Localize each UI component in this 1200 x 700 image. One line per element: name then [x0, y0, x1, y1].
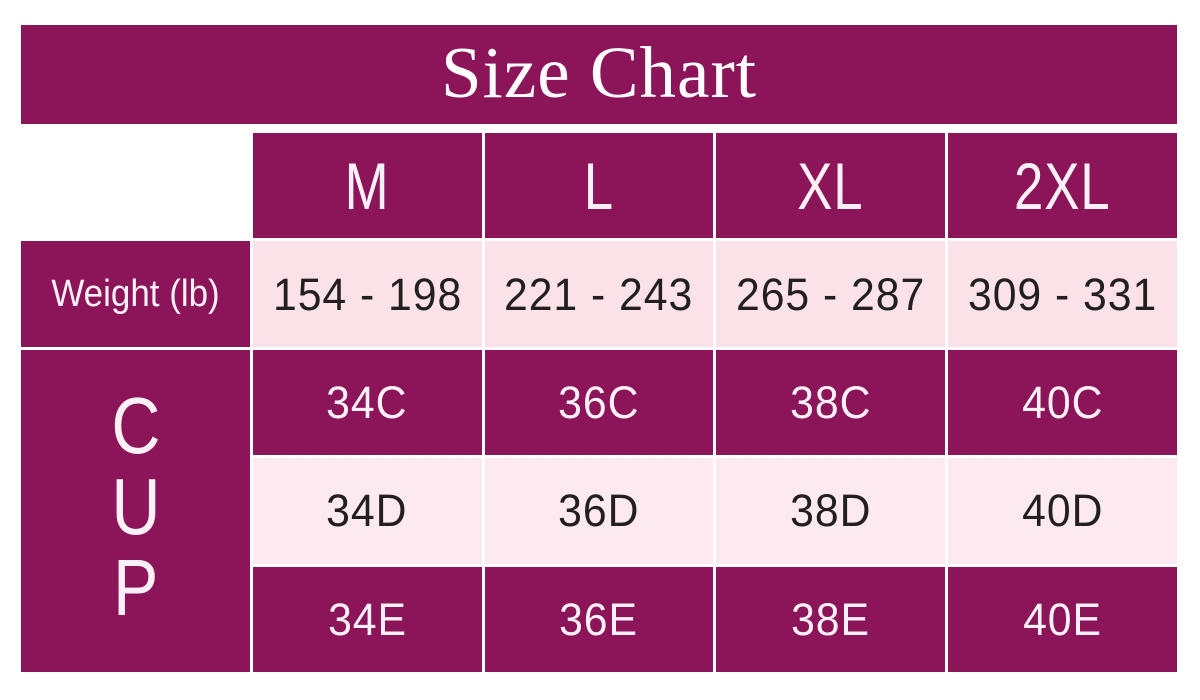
- size-value: 38D: [790, 485, 872, 537]
- size-value: 36E: [559, 593, 639, 645]
- size-cell-34c: 34C: [252, 349, 482, 456]
- size-value: 36C: [558, 376, 640, 428]
- weight-cell-xl: 265 - 287: [716, 241, 946, 347]
- size-cell-36c: 36C: [484, 349, 714, 456]
- size-chart-table: M L XL 2XL Weight (lb) 154 - 198 221 - 2…: [21, 133, 1177, 672]
- size-value: 40D: [1021, 485, 1104, 537]
- weight-row-label: Weight (lb): [51, 273, 220, 316]
- size-cell-34d: 34D: [252, 458, 482, 564]
- size-value: 34D: [326, 485, 408, 537]
- size-cell-40c: 40C: [948, 349, 1177, 456]
- cup-letter-p: P: [112, 543, 159, 633]
- size-cell-36e: 36E: [484, 566, 714, 672]
- weight-value: 154 - 198: [272, 268, 462, 320]
- size-cell-40d: 40D: [948, 458, 1177, 564]
- column-header-label: 2XL: [1014, 148, 1111, 223]
- size-value: 40E: [1023, 593, 1103, 645]
- cup-letter-c: C: [110, 381, 160, 471]
- size-value: 38C: [790, 376, 872, 428]
- corner-cell: [21, 133, 250, 238]
- size-cell-38d: 38D: [716, 458, 946, 564]
- column-header-label: M: [344, 148, 390, 223]
- size-cell-38e: 38E: [716, 566, 946, 672]
- weight-value: 221 - 243: [504, 268, 694, 320]
- weight-row-label-cell: Weight (lb): [21, 241, 250, 347]
- column-header-m: M: [252, 133, 482, 239]
- cup-row-group-label-cell: C U P: [21, 349, 250, 672]
- column-header-label: XL: [797, 148, 864, 223]
- size-value: 36D: [558, 485, 640, 537]
- size-value: 34C: [326, 376, 408, 428]
- size-cell-38c: 38C: [716, 349, 946, 456]
- weight-cell-m: 154 - 198: [252, 241, 482, 347]
- column-header-xl: XL: [716, 133, 946, 239]
- column-header-2xl: 2XL: [948, 133, 1177, 239]
- size-cell-36d: 36D: [484, 458, 714, 564]
- title-banner: Size Chart: [21, 25, 1177, 124]
- weight-cell-l: 221 - 243: [484, 241, 714, 347]
- weight-value: 265 - 287: [736, 268, 926, 320]
- column-header-l: L: [484, 133, 714, 239]
- weight-cell-2xl: 309 - 331: [948, 241, 1177, 347]
- weight-value: 309 - 331: [967, 268, 1158, 320]
- size-value: 38E: [791, 593, 871, 645]
- size-cell-34e: 34E: [252, 566, 482, 672]
- page-title: Size Chart: [440, 32, 758, 113]
- column-header-label: L: [583, 148, 615, 223]
- cup-letter-u: U: [110, 462, 160, 552]
- size-value: 34E: [327, 593, 407, 645]
- size-value: 40C: [1021, 376, 1104, 428]
- size-cell-40e: 40E: [948, 566, 1177, 672]
